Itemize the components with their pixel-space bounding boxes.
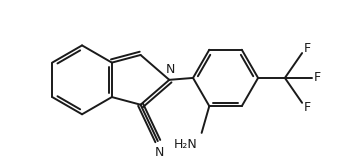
Text: H₂N: H₂N [174,138,198,151]
Text: F: F [303,101,310,114]
Text: F: F [314,71,321,84]
Text: N: N [166,63,175,76]
Text: N: N [155,146,164,159]
Text: F: F [303,42,310,55]
